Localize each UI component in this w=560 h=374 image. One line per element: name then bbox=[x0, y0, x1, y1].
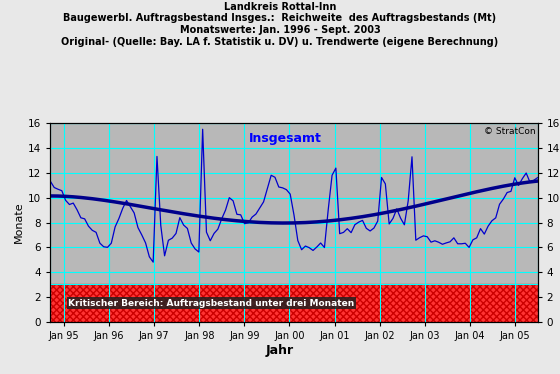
Bar bbox=[50, 285, 538, 322]
Text: Landkreis Rottal-Inn
Baugewerbl. Auftragsbestand Insges.:  Reichweite  des Auftr: Landkreis Rottal-Inn Baugewerbl. Auftrag… bbox=[62, 2, 498, 47]
Bar bbox=[50, 285, 538, 322]
Text: © StratCon: © StratCon bbox=[484, 127, 535, 136]
Text: Jahr: Jahr bbox=[266, 344, 294, 357]
Text: Insgesamt: Insgesamt bbox=[249, 132, 321, 145]
Text: Kritischer Bereich: Auftragsbestand unter drei Monaten: Kritischer Bereich: Auftragsbestand unte… bbox=[68, 298, 354, 307]
Y-axis label: Monate: Monate bbox=[14, 202, 24, 243]
